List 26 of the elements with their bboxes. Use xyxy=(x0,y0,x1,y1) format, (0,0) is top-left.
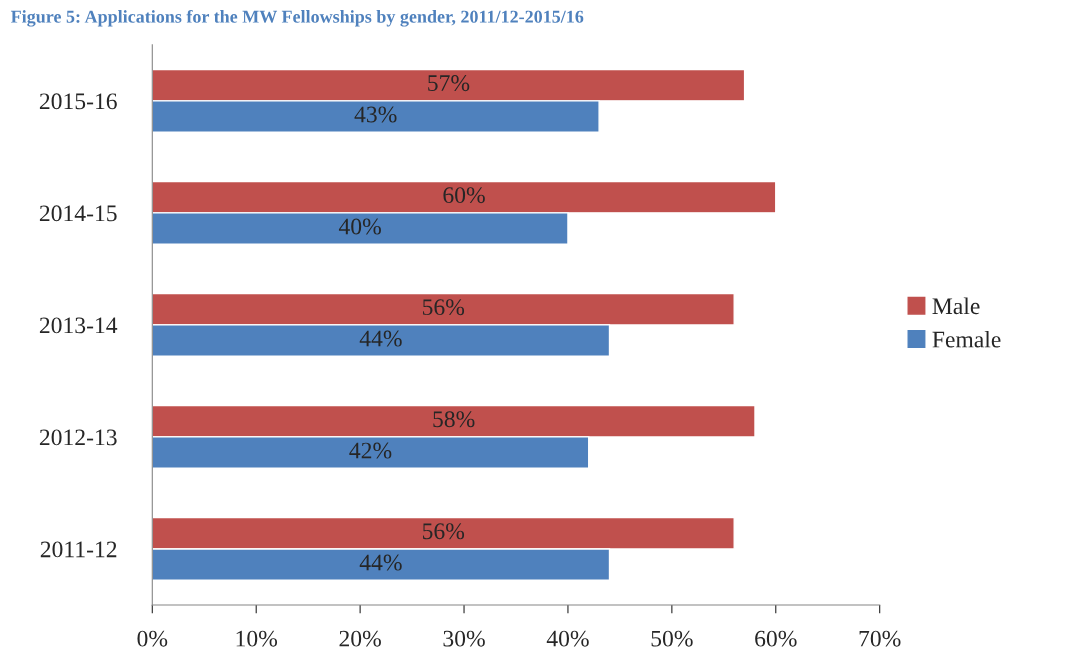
data-label: 42% xyxy=(349,442,392,459)
data-label: 58% xyxy=(433,411,475,428)
data-label: 57% xyxy=(428,75,470,92)
data-label: 60% xyxy=(443,187,485,204)
x-tick-label: 30% xyxy=(443,630,485,647)
x-tick-label: 20% xyxy=(339,630,381,647)
legend-label: Female xyxy=(932,330,1001,348)
data-label: 44% xyxy=(359,554,402,571)
x-tick-label: 70% xyxy=(859,630,901,647)
y-tick-label: 2014-15 xyxy=(39,205,117,222)
x-tick-label: 60% xyxy=(755,630,797,647)
x-tick-label: 50% xyxy=(651,630,693,647)
y-tick-label: 2011-12 xyxy=(40,541,117,558)
y-tick-label: 2013-14 xyxy=(39,317,118,334)
data-label: 56% xyxy=(422,299,465,316)
x-tick-label: 10% xyxy=(236,630,278,647)
x-tick-label: 40% xyxy=(546,630,589,647)
y-tick-label: 2012-13 xyxy=(39,429,117,446)
data-label: 44% xyxy=(359,330,402,347)
legend-label: Male xyxy=(932,297,980,315)
data-label: 43% xyxy=(354,106,397,123)
x-tick-label: 0% xyxy=(137,630,168,647)
data-label: 40% xyxy=(338,218,381,235)
chart-title: Figure 5: Applications for the MW Fellowships by gender, 2011/12-2015/16 xyxy=(10,9,584,27)
y-tick-label: 2015-16 xyxy=(39,93,117,110)
data-label: 56% xyxy=(422,523,465,540)
